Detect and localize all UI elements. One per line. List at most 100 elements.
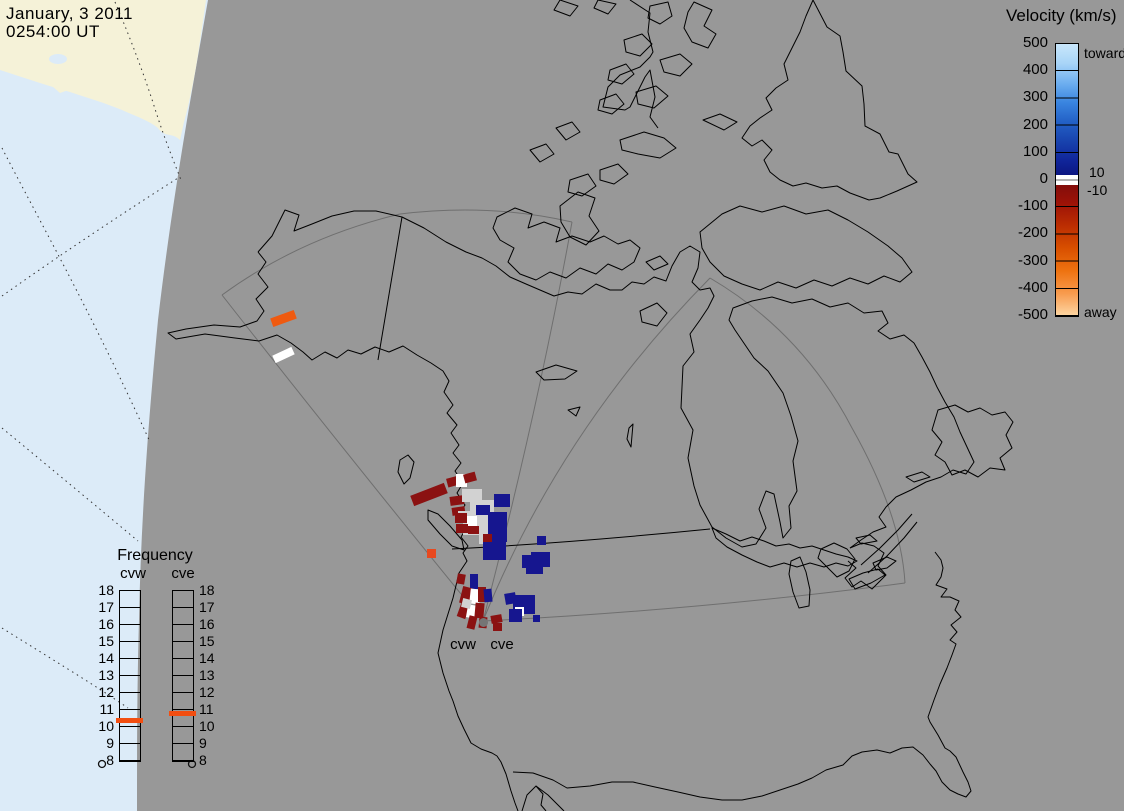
velocity-cell xyxy=(462,489,482,502)
frequency-column-cve: cve xyxy=(171,565,195,582)
island-devon xyxy=(619,131,677,159)
frequency-tick-label: 8 xyxy=(106,752,114,768)
velocity-cell xyxy=(410,482,448,507)
coast-gulf-california xyxy=(521,785,565,811)
lake-sliver xyxy=(626,423,634,448)
velocity-tick-label: -100 xyxy=(1017,197,1048,215)
velocity-cell xyxy=(427,549,436,558)
velocity-cell xyxy=(488,512,507,542)
island-baffin xyxy=(699,205,913,291)
island-haida-gwaii xyxy=(397,454,415,485)
velocity-cell xyxy=(456,474,467,487)
coast-nova-scotia xyxy=(844,542,887,590)
velocity-cell xyxy=(270,309,297,328)
island-southampton xyxy=(639,302,668,327)
river-st-lawrence-north xyxy=(860,513,913,566)
negative-threshold-label: -10 xyxy=(1087,182,1108,198)
cve-fov-south-edge xyxy=(482,582,906,622)
island-somerset xyxy=(599,163,629,185)
cvw-fov-east-edge xyxy=(482,221,573,622)
lake-superior xyxy=(711,527,858,568)
velocity-colorbar xyxy=(1055,43,1079,317)
frequency-bar-cvw xyxy=(119,590,141,762)
coastlines xyxy=(167,0,1014,811)
frequency-tick-label: 15 xyxy=(199,633,215,649)
frequency-tick-label: 12 xyxy=(98,684,114,700)
frequency-tick-label: 13 xyxy=(98,667,114,683)
velocity-cell xyxy=(463,471,477,484)
frequency-tick-label: 18 xyxy=(199,582,215,598)
island-arctic xyxy=(659,53,693,77)
frequency-bar-cve xyxy=(172,590,194,762)
lake-ontario xyxy=(872,556,897,571)
velocity-tick-label: -500 xyxy=(1017,306,1048,323)
radar-fov-fans xyxy=(221,209,906,622)
coast-mainland-north-east xyxy=(257,209,975,549)
island-arctic xyxy=(555,121,581,141)
velocity-cell xyxy=(466,615,478,630)
lake-great-bear xyxy=(535,364,578,381)
velocity-tick-label: 400 xyxy=(1022,61,1048,79)
cve-fov-arc xyxy=(709,277,906,584)
velocity-tick-label: 200 xyxy=(1022,115,1048,133)
island-arctic xyxy=(593,0,617,15)
frequency-marker-cve xyxy=(169,710,196,716)
island-newfoundland xyxy=(931,404,1014,478)
border-us-canada xyxy=(451,528,711,550)
border-alaska-yukon xyxy=(377,216,403,361)
radar-site-dot xyxy=(479,618,488,627)
cvw-fov-arc xyxy=(221,209,573,296)
away-label: away xyxy=(1084,304,1117,320)
frequency-tick-label: 11 xyxy=(99,701,114,717)
frequency-tick-label: 14 xyxy=(199,650,215,666)
velocity-cell xyxy=(490,614,503,624)
frequency-tick-label: 10 xyxy=(199,718,215,734)
coast-greenland xyxy=(741,0,918,201)
frequency-tick-label: 17 xyxy=(98,599,114,615)
velocity-cell xyxy=(272,346,295,364)
coast-arctic-top xyxy=(602,0,659,129)
velocity-cell xyxy=(483,540,506,560)
frequency-tick-label: 17 xyxy=(199,599,215,615)
velocity-cell xyxy=(474,602,485,619)
island-anticosti xyxy=(905,471,931,483)
frequency-tick-label: 10 xyxy=(98,718,114,734)
frequency-tick-label: 8 xyxy=(199,752,207,768)
river-st-lawrence-south xyxy=(867,521,918,574)
frequency-marker-cvw xyxy=(116,717,143,723)
velocity-cell xyxy=(531,552,550,567)
frequency-tick-label: 16 xyxy=(98,616,114,632)
island-vancouver xyxy=(427,509,465,551)
island-arctic xyxy=(702,113,738,131)
velocity-cell xyxy=(456,524,468,533)
velocity-tick-label: -400 xyxy=(1017,278,1048,296)
radar-label-cvw: cvw xyxy=(450,636,476,653)
velocity-cell xyxy=(449,495,465,506)
frequency-tick-label: 16 xyxy=(199,616,215,632)
outside-island xyxy=(52,82,74,93)
cve-fov-west-edge xyxy=(482,277,711,622)
outside-land xyxy=(0,0,206,140)
political-borders xyxy=(377,216,711,550)
lake-great-slave xyxy=(567,406,581,417)
velocity-cell xyxy=(533,615,540,622)
island-arctic xyxy=(647,1,673,25)
positive-threshold-label: 10 xyxy=(1089,164,1105,180)
island-king-william xyxy=(645,255,669,271)
outside-island xyxy=(92,82,112,91)
velocity-cell xyxy=(526,564,543,574)
velocity-cell xyxy=(461,598,472,609)
outside-lagoon xyxy=(49,54,67,64)
velocity-cell xyxy=(468,526,479,534)
island-arctic xyxy=(553,0,579,17)
island-arctic xyxy=(607,63,635,85)
velocity-cell xyxy=(470,574,478,589)
velocity-colorbar-zero-band xyxy=(1056,175,1078,185)
island-arctic xyxy=(623,33,653,57)
island-arctic xyxy=(529,143,555,163)
velocity-cell xyxy=(467,516,477,526)
frequency-tick-label: 13 xyxy=(199,667,215,683)
island-prince-of-wales xyxy=(567,173,597,197)
velocity-cell xyxy=(509,609,522,622)
velocity-tick-label: 500 xyxy=(1022,34,1048,51)
